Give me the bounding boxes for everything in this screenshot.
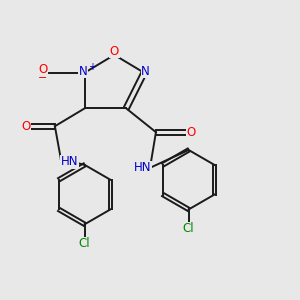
Text: +: + — [88, 62, 96, 72]
Text: O: O — [186, 126, 196, 139]
Text: O: O — [110, 45, 119, 58]
Text: O: O — [38, 63, 48, 76]
Text: HN: HN — [61, 155, 79, 168]
Text: Cl: Cl — [183, 222, 194, 235]
Text: N: N — [79, 65, 88, 78]
Text: O: O — [21, 120, 30, 133]
Text: N: N — [141, 65, 150, 78]
Text: HN: HN — [134, 161, 151, 174]
Text: −: − — [38, 73, 48, 83]
Text: Cl: Cl — [79, 237, 90, 250]
